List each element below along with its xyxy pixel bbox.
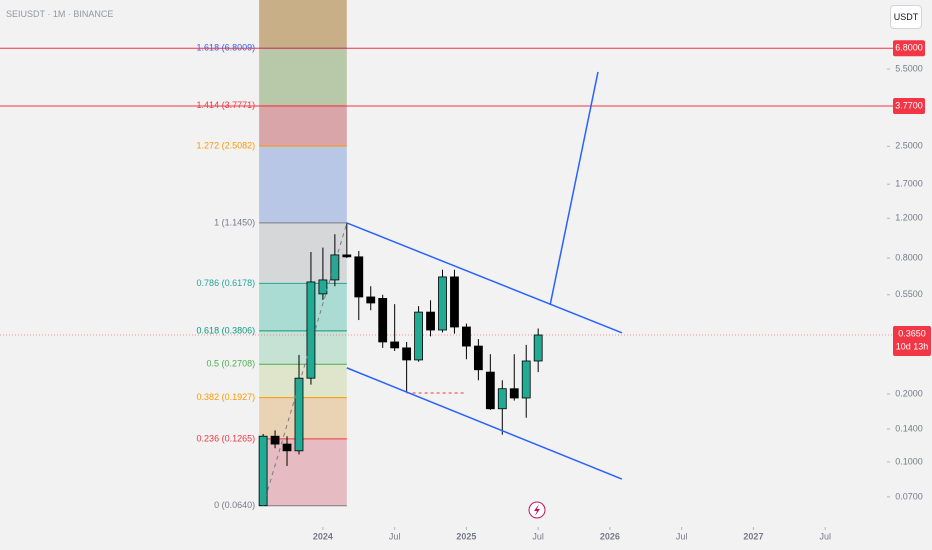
fib-label: 1.272 (2.5082): [197, 140, 256, 150]
last-price-tag: [893, 325, 931, 356]
symbol-title: SEIUSDT · 1M · BINANCE: [6, 9, 114, 19]
last-price-label: 0.3650: [898, 328, 926, 338]
currency-button[interactable]: USDT: [890, 5, 922, 29]
candle-body: [402, 347, 412, 361]
candle-body: [426, 311, 435, 331]
y-tick-label: 1.7000: [895, 179, 923, 189]
x-tick-label: 2025: [456, 531, 476, 541]
candle-body: [378, 298, 388, 343]
candle-body: [306, 281, 316, 379]
x-tick-label: 2026: [600, 531, 620, 541]
candle-body: [497, 388, 507, 410]
price-tag-label: 6.8000: [895, 43, 923, 53]
fib-zone: [259, 105, 347, 147]
x-tick-label: 2027: [743, 531, 763, 541]
candle-body: [414, 311, 423, 361]
candle-body: [282, 443, 292, 452]
y-tick-label: 0.0700: [895, 491, 923, 501]
candle-body: [330, 254, 340, 281]
candle-body: [462, 326, 471, 347]
candle-body: [473, 345, 483, 371]
x-tick-label: Jul: [676, 531, 688, 541]
candle-body: [366, 296, 376, 304]
fib-label: 0.382 (0.1927): [197, 392, 256, 402]
fib-label: 0.5 (0.2708): [207, 359, 256, 369]
y-tick-label: 0.1000: [895, 456, 923, 466]
candle-body: [270, 435, 280, 445]
candle-body: [438, 276, 447, 331]
candle-body: [294, 377, 304, 452]
fib-label: 0.618 (0.3806): [197, 325, 256, 335]
x-tick-label: Jul: [819, 531, 831, 541]
price-tag: [893, 40, 925, 57]
y-tick-label: 2.5000: [895, 141, 923, 151]
candle-body: [318, 279, 328, 295]
candle-body: [521, 360, 531, 399]
fib-label: 1.618 (6.8009): [197, 43, 256, 53]
price-tag: [893, 98, 925, 115]
fib-zone: [259, 330, 347, 365]
y-tick-label: 5.5000: [895, 63, 923, 73]
candle-body: [450, 276, 459, 328]
icon-bolt[interactable]: [534, 504, 540, 516]
fib-zone: [259, 146, 347, 223]
price-tag-label: 3.7700: [895, 100, 923, 110]
fib-zone: [259, 283, 347, 331]
candle-body: [509, 388, 519, 399]
candle-body: [354, 256, 364, 298]
trend-line: [549, 71, 599, 306]
lightning-icon[interactable]: [528, 501, 546, 519]
y-tick-label: 1.2000: [895, 213, 923, 223]
fib-diagonal: [262, 222, 348, 506]
trend-line: [346, 367, 623, 480]
candle-body: [485, 371, 495, 410]
x-tick-label: 2024: [313, 531, 333, 541]
fib-label: 1.414 (3.7771): [197, 100, 256, 110]
fib-zone: [259, 0, 347, 49]
countdown-label: 10d 13h: [896, 341, 929, 351]
fib-label: 0.236 (0.1265): [197, 433, 256, 443]
fib-label: 0.786 (0.6178): [197, 278, 256, 288]
x-tick-label: Jul: [532, 531, 544, 541]
trend-line: [346, 222, 623, 334]
y-tick-label: 0.2000: [895, 388, 923, 398]
candle-body: [533, 334, 543, 362]
y-tick-label: 0.1400: [895, 423, 923, 433]
y-tick-label: 0.8000: [895, 252, 923, 262]
fib-zone: [259, 48, 347, 106]
candle-body: [342, 254, 352, 258]
candle-body: [390, 341, 400, 349]
y-tick-label: 0.5500: [895, 289, 923, 299]
fib-label: 0 (0.0640): [214, 500, 255, 510]
x-tick-label: Jul: [389, 531, 401, 541]
fib-label: 1 (1.1450): [214, 217, 255, 227]
